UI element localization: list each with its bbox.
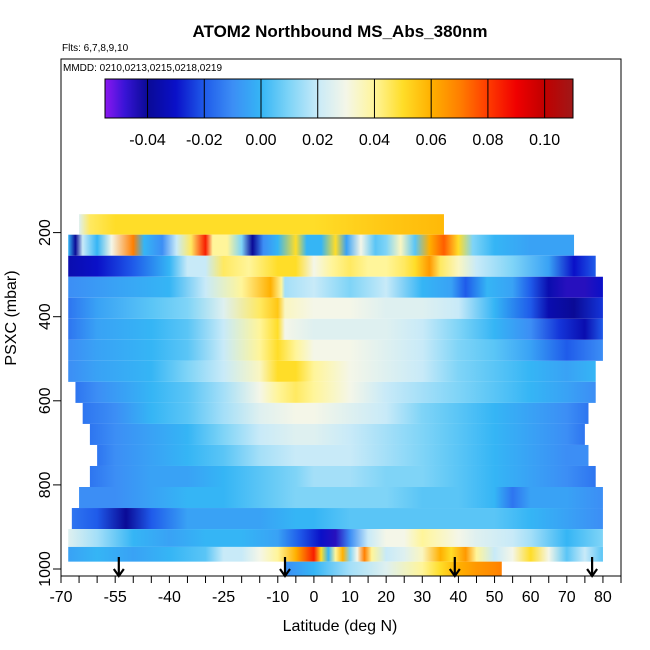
- profile-markers: [112, 557, 598, 578]
- heatmap-row: [68, 234, 575, 256]
- y-tick-label: 200: [37, 219, 54, 246]
- x-tick-label: 30: [413, 589, 431, 606]
- heatmap-row: [79, 487, 603, 509]
- flights-label: Flts: 6,7,8,9,10: [62, 43, 129, 54]
- y-tick-label: 800: [37, 471, 54, 498]
- heatmap-row: [68, 297, 603, 319]
- heatmap-row: [68, 276, 603, 298]
- heatmap-row: [68, 529, 603, 547]
- colorbar-tick-label: 0.08: [472, 132, 503, 149]
- plot-frame: [60, 58, 622, 577]
- heatmap-row: [71, 508, 603, 530]
- x-tick-label: -10: [266, 589, 289, 606]
- heatmap-row: [75, 381, 596, 403]
- x-tick-label: 50: [486, 589, 504, 606]
- heatmap-row: [79, 214, 444, 235]
- x-axis-label: Latitude (deg N): [283, 618, 398, 635]
- colorbar-tick-label: 0.04: [359, 132, 390, 149]
- dates-label: MMDD: 0210,0213,0215,0218,0219: [63, 63, 222, 74]
- y-axis: 200 400 600 800 1000: [37, 219, 61, 587]
- colorbar-tick-label: -0.04: [129, 132, 166, 149]
- y-tick-label: 600: [37, 387, 54, 414]
- heatmap-row: [89, 465, 596, 488]
- x-axis: -70 -55 -40 -25 -10 0 10 20 30 40 50 60 70 80: [49, 576, 622, 606]
- x-tick-label: 60: [522, 589, 540, 606]
- colorbar-tick-label: 0.02: [302, 132, 333, 149]
- x-tick-label: 80: [594, 589, 612, 606]
- x-tick-label: 20: [377, 589, 395, 606]
- heatmap-row: [68, 546, 603, 562]
- y-tick-label: 1000: [37, 551, 54, 587]
- profile-arrow-icon: [279, 557, 291, 578]
- colorbar-tick-label: 0.06: [416, 132, 447, 149]
- chart-title: ATOM2 Northbound MS_Abs_380nm: [192, 22, 487, 41]
- colorbar-ticks: -0.04 -0.02 0.00 0.02 0.04 0.06 0.08 0.10: [129, 79, 560, 149]
- profile-arrow-icon: [586, 557, 598, 578]
- x-tick-label: 70: [558, 589, 576, 606]
- colorbar: -0.04 -0.02 0.00 0.02 0.04 0.06 0.08 0.10: [104, 78, 574, 149]
- colorbar-gradient: [104, 78, 574, 119]
- colorbar-tick-label: -0.02: [186, 132, 223, 149]
- y-axis-label: PSXC (mbar): [3, 270, 20, 365]
- heatmap-row: [82, 402, 589, 424]
- heatmap-row: [89, 423, 585, 445]
- x-tick-label: 0: [309, 589, 318, 606]
- colorbar-tick-label: 0.00: [245, 132, 276, 149]
- x-tick-label: -70: [49, 589, 72, 606]
- heatmap-row: [68, 339, 603, 361]
- heatmap-row: [68, 255, 596, 277]
- heatmap-row: [97, 444, 589, 466]
- profile-arrow-icon: [448, 557, 461, 578]
- x-tick-label: -25: [212, 589, 235, 606]
- y-tick-label: 400: [37, 303, 54, 330]
- heatmap-row: [285, 561, 502, 576]
- heatmap-row: [68, 360, 596, 382]
- x-tick-label: -40: [158, 589, 181, 606]
- profile-arrow-icon: [112, 557, 125, 578]
- x-tick-label: -55: [104, 589, 127, 606]
- x-tick-label: 10: [341, 589, 359, 606]
- heatmap-cells: [68, 214, 603, 576]
- heatmap-row: [68, 318, 603, 340]
- colorbar-tick-label: 0.10: [529, 132, 560, 149]
- x-tick-label: 40: [450, 589, 468, 606]
